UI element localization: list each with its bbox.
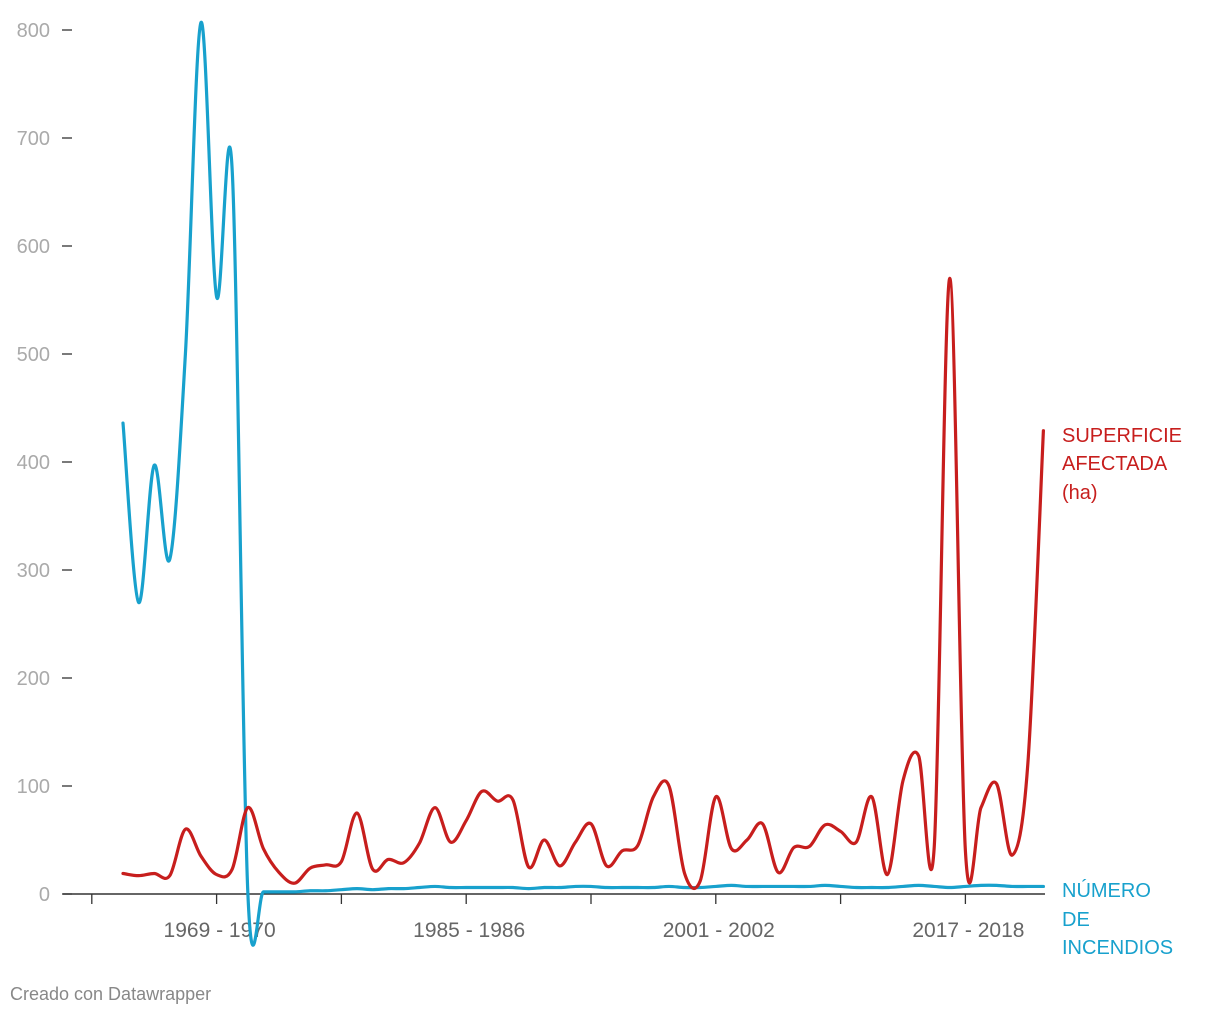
series-label-superficie: (ha) bbox=[1062, 482, 1098, 504]
y-axis: 0 100 200 300 400 500 600 700 800 bbox=[17, 20, 72, 906]
series-label-incendios: NÚMERO bbox=[1062, 879, 1151, 902]
series-line-incendios bbox=[121, 20, 1045, 947]
x-axis: 1969 - 1970 1985 - 1986 2001 - 2002 2017 - … bbox=[63, 893, 1045, 942]
credit-text: Creado con Datawrapper bbox=[10, 984, 212, 1004]
y-tick-label: 700 bbox=[17, 128, 50, 150]
y-tick-label: 800 bbox=[17, 20, 50, 42]
series-line-superficie bbox=[121, 276, 1045, 891]
series-lines bbox=[121, 20, 1045, 947]
y-tick-label: 600 bbox=[17, 236, 50, 258]
x-tick-label: 2017 - 2018 bbox=[912, 919, 1024, 942]
y-tick-label: 400 bbox=[17, 452, 50, 474]
series-label-superficie: AFECTADA bbox=[1062, 453, 1168, 475]
y-tick-label: 500 bbox=[17, 344, 50, 366]
x-tick-label: 2001 - 2002 bbox=[663, 919, 775, 942]
x-tick-label: 1985 - 1986 bbox=[413, 919, 525, 942]
series-label-superficie: SUPERFICIE bbox=[1062, 425, 1182, 447]
series-label-incendios: DE bbox=[1062, 909, 1090, 931]
y-tick-label: 0 bbox=[39, 884, 50, 906]
x-tick-label: 1969 - 1970 bbox=[164, 919, 276, 942]
y-tick-label: 100 bbox=[17, 776, 50, 798]
series-label-incendios: INCENDIOS bbox=[1062, 937, 1173, 959]
y-tick-label: 300 bbox=[17, 560, 50, 582]
y-tick-label: 200 bbox=[17, 668, 50, 690]
line-chart: 0 100 200 300 400 500 600 700 800 1969 - 1970 198… bbox=[17, 20, 1182, 959]
series-labels: NÚMERO DE INCENDIOS SUPERFICIE AFECTADA (ha) bbox=[1062, 425, 1182, 959]
